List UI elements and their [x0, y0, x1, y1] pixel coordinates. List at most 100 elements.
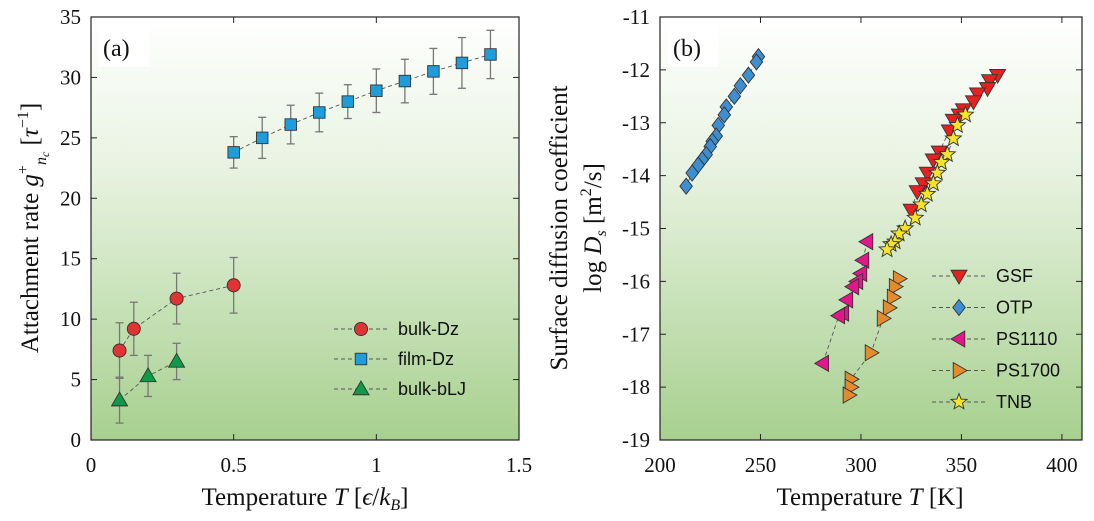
series-otp: [679, 47, 766, 195]
series-line: [233, 54, 491, 153]
data-point: [906, 208, 925, 226]
x-tick-label: 400: [1046, 453, 1078, 477]
y-tick-label: 5: [71, 368, 82, 392]
legend-label: bulk-bLJ: [398, 379, 466, 399]
legend-label: GSF: [996, 266, 1033, 286]
panel-a-label: (a): [103, 36, 130, 62]
panel-b-marks: [679, 47, 1007, 404]
panel-a: 0 0.5 1 1.5 0 5 10 15 20 25 30 35 (a) Temperature T…: [15, 5, 532, 514]
legend-label: film-Dz: [398, 349, 454, 369]
data-point: [842, 386, 858, 404]
data-point: [844, 277, 860, 296]
panel-b-y-axis-title-line1: Surface diffusion coefficient: [546, 85, 573, 370]
data-point: [980, 74, 999, 90]
y-tick-label: -12: [622, 58, 650, 82]
panel-b-ticks: 200 250 300 350 400 -11 -12 -13 -14 -15 -16 -17 -18 -…: [622, 5, 1082, 477]
data-point: [126, 321, 141, 336]
legend-marker: [949, 392, 969, 410]
data-point: [685, 164, 699, 182]
series-bulk-dz: [112, 256, 241, 380]
y-tick-label: 0: [71, 428, 82, 452]
data-point: [733, 77, 748, 95]
series-film-dz: [227, 29, 497, 169]
data-point: [727, 87, 742, 106]
series-ps1700: [842, 269, 909, 404]
data-point: [484, 48, 497, 61]
panel-a-ticks: 0 0.5 1 1.5 0 5 10 15 20 25 30 35: [60, 5, 532, 477]
x-tick-label: 250: [745, 453, 777, 477]
panel-b-label-box: [668, 25, 718, 67]
data-point: [876, 309, 892, 328]
x-tick-label: 350: [946, 453, 978, 477]
data-point: [964, 95, 983, 111]
data-point: [455, 56, 469, 70]
data-point: [864, 343, 880, 362]
data-point: [110, 391, 129, 407]
data-point: [882, 299, 898, 317]
data-point: [837, 291, 854, 309]
data-point: [169, 291, 184, 306]
legend-marker: [952, 298, 966, 317]
data-point: [313, 106, 326, 119]
y-tick-label: -13: [622, 111, 650, 135]
data-point: [139, 367, 157, 383]
series-bulk-blj: [110, 342, 186, 424]
data-point: [427, 65, 440, 78]
data-point: [341, 95, 355, 108]
data-point: [924, 173, 943, 192]
series-ps1110: [813, 232, 874, 373]
panel-a-plot-area: [91, 17, 519, 440]
legend-marker: [354, 352, 368, 366]
panel-a-label-box: [99, 25, 149, 67]
legend-label: OTP: [996, 298, 1033, 318]
data-point: [956, 105, 975, 123]
panel-b-plot-area: [660, 17, 1082, 440]
panel-a-frame: [90, 16, 520, 441]
data-point: [226, 278, 241, 293]
data-point: [968, 87, 987, 103]
panel-a-marks: [110, 29, 497, 424]
y-tick-label: -11: [623, 5, 650, 29]
panel-b-label: (b): [673, 36, 701, 62]
data-point: [112, 343, 127, 358]
data-point: [829, 306, 846, 325]
legend-marker: [950, 330, 966, 348]
y-tick-label: 20: [60, 186, 81, 210]
legend-label: TNB: [996, 392, 1032, 412]
x-tick-label: 300: [845, 453, 877, 477]
legend-marker: [352, 380, 370, 396]
y-tick-label: -18: [622, 375, 650, 399]
panel-b-y-axis-title-line2: log Ds [m2/s]: [578, 163, 610, 293]
y-tick-label: -15: [622, 217, 650, 241]
x-tick-label: 0: [86, 453, 97, 477]
data-point: [813, 354, 829, 373]
data-point: [948, 115, 967, 134]
data-point: [284, 118, 297, 131]
x-tick-label: 0.5: [221, 453, 247, 477]
legend-marker: [950, 269, 968, 285]
legend-label: PS1700: [996, 361, 1060, 381]
panel-a-legend: bulk-Dz film-Dz bulk-bLJ: [334, 319, 466, 399]
legend-marker: [952, 361, 968, 380]
y-tick-label: -16: [622, 269, 650, 293]
y-tick-label: 25: [60, 126, 81, 150]
data-point: [932, 152, 951, 171]
y-tick-label: 30: [60, 65, 81, 89]
data-point: [398, 74, 412, 88]
data-point: [888, 277, 905, 296]
data-point: [749, 53, 764, 71]
y-tick-label: -19: [622, 428, 650, 452]
data-point: [741, 66, 756, 84]
y-tick-label: 35: [60, 5, 81, 29]
panel-a-x-axis-title: Temperature T [ϵ/kB]: [202, 484, 409, 514]
series-tnb: [877, 105, 975, 258]
legend-label: PS1110: [996, 329, 1057, 349]
panel-a-y-axis-title: Attachment rate g+nc [τ−1]: [15, 103, 52, 353]
data-point: [227, 146, 240, 159]
data-point: [944, 128, 963, 147]
data-point: [912, 195, 931, 213]
series-line: [119, 284, 234, 351]
data-point: [928, 163, 947, 181]
panel-b: 200 250 300 350 400 -11 -12 -13 -14 -15 -16 -17 -18 -…: [546, 5, 1083, 511]
